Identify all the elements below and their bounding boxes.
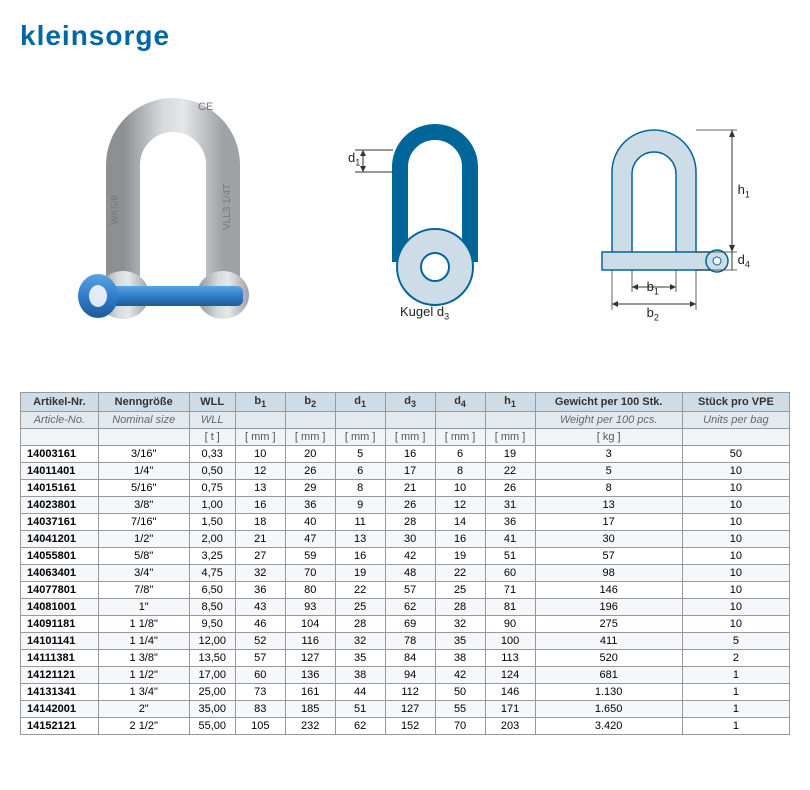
table-row: 140911811 1/8"9,50461042869329027510: [21, 616, 790, 633]
label-h1: h1: [738, 182, 750, 200]
label-kugel-d3: Kugel d3: [400, 304, 449, 322]
col-header: Nenngröße: [98, 393, 189, 412]
table-row: 140810011"8,5043932562288119610: [21, 599, 790, 616]
col-header: d4: [435, 393, 485, 412]
table-row: 140634013/4"4,753270194822609810: [21, 565, 790, 582]
table-row: 140558015/8"3,252759164219515710: [21, 548, 790, 565]
col-subheader: [285, 412, 335, 429]
col-subheader: WLL: [189, 412, 235, 429]
col-unit: [ mm ]: [385, 429, 435, 446]
col-header: Artikel-Nr.: [21, 393, 99, 412]
tech-diagram-front: d1 Kugel d3: [345, 112, 515, 322]
col-header: Stück pro VPE: [682, 393, 789, 412]
table-row: 140778017/8"6,5036802257257114610: [21, 582, 790, 599]
label-b1: b1: [647, 279, 659, 297]
col-unit: [682, 429, 789, 446]
table-row: 140371617/16"1,501840112814361710: [21, 514, 790, 531]
label-d4: d4: [738, 252, 750, 270]
table-row: 140151615/16"0,7513298211026810: [21, 480, 790, 497]
col-subheader: Weight per 100 pcs.: [535, 412, 682, 429]
table-row: 141011411 1/4"12,00521163278351004115: [21, 633, 790, 650]
col-subheader: Units per bag: [682, 412, 789, 429]
col-subheader: [485, 412, 535, 429]
col-header: h1: [485, 393, 535, 412]
product-photo: CE WK5/8 VLL3 1/4T: [48, 70, 288, 365]
svg-text:VLL3 1/4T: VLL3 1/4T: [222, 183, 233, 229]
svg-text:CE: CE: [198, 101, 213, 113]
col-unit: [21, 429, 99, 446]
col-subheader: [435, 412, 485, 429]
col-header: d3: [385, 393, 435, 412]
table-row: 140412011/2"2,002147133016413010: [21, 531, 790, 548]
col-subheader: Nominal size: [98, 412, 189, 429]
col-subheader: [335, 412, 385, 429]
col-unit: [98, 429, 189, 446]
col-unit: [ t ]: [189, 429, 235, 446]
spec-table: Artikel-Nr.NenngrößeWLLb1b2d1d3d4h1Gewic…: [20, 392, 790, 735]
label-d1: d1: [348, 150, 360, 168]
table-row: 140114011/4"0,501226617822510: [21, 463, 790, 480]
col-header: WLL: [189, 393, 235, 412]
col-unit: [ mm ]: [235, 429, 285, 446]
col-header: b2: [285, 393, 335, 412]
table-row: 141211211 1/2"17,00601363894421246811: [21, 667, 790, 684]
col-subheader: Article-No.: [21, 412, 99, 429]
table-row: 140031613/16"0,331020516619350: [21, 446, 790, 463]
col-subheader: [235, 412, 285, 429]
table-row: 141313411 3/4"25,007316144112501461.1301: [21, 684, 790, 701]
col-unit: [ mm ]: [435, 429, 485, 446]
table-row: 141113811 3/8"13,50571273584381135202: [21, 650, 790, 667]
brand-logo: kleinsorge: [20, 20, 790, 52]
col-unit: [ mm ]: [485, 429, 535, 446]
figure-row: CE WK5/8 VLL3 1/4T d1 Kugel d3: [20, 62, 790, 372]
table-row: 141420012"35,008318551127551711.6501: [21, 701, 790, 718]
table-row: 141521212 1/2"55,0010523262152702033.420…: [21, 718, 790, 735]
svg-text:WK5/8: WK5/8: [110, 194, 121, 224]
label-b2: b2: [647, 305, 659, 323]
tech-diagram-side: h1 d4 b1 b2: [572, 112, 762, 322]
col-header: b1: [235, 393, 285, 412]
col-header: Gewicht per 100 Stk.: [535, 393, 682, 412]
table-row: 140238013/8"1,00163692612311310: [21, 497, 790, 514]
col-unit: [ kg ]: [535, 429, 682, 446]
col-header: d1: [335, 393, 385, 412]
col-unit: [ mm ]: [285, 429, 335, 446]
col-subheader: [385, 412, 435, 429]
col-unit: [ mm ]: [335, 429, 385, 446]
